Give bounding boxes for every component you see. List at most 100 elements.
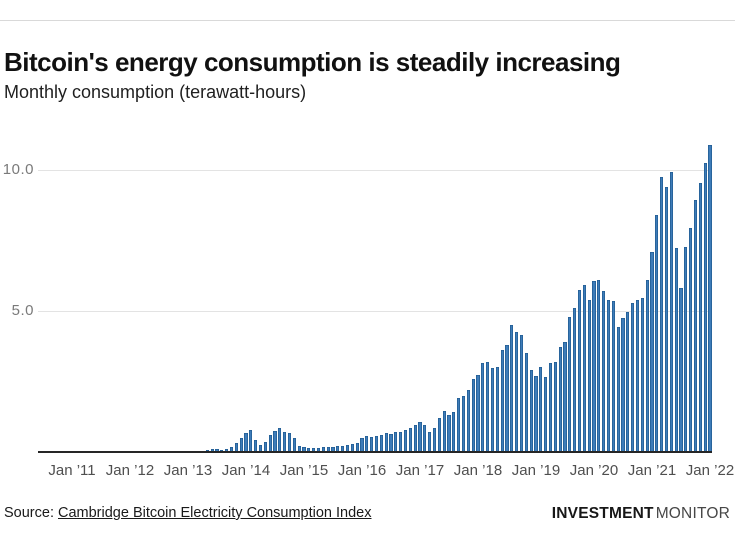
bar: [669, 171, 673, 452]
bar: [674, 248, 678, 452]
bar: [539, 366, 543, 452]
bar: [234, 443, 238, 452]
bar: [418, 421, 422, 452]
bar: [258, 444, 263, 452]
gridline-y-10: [38, 169, 712, 171]
bar: [331, 446, 335, 452]
bar: [640, 298, 644, 452]
bar: [466, 389, 470, 452]
bar: [573, 308, 577, 452]
bar: [389, 434, 393, 452]
bar: [287, 433, 292, 452]
bar: [481, 363, 485, 452]
bar: [316, 447, 321, 452]
bar: [268, 435, 272, 452]
bar: [490, 368, 495, 452]
bar: [534, 375, 538, 452]
bar: [645, 279, 649, 452]
bar: [664, 186, 669, 452]
bar: [500, 349, 504, 452]
bar: [582, 285, 586, 452]
bar: [447, 415, 451, 452]
investment-monitor-logo: INVESTMENT MONITOR: [552, 505, 730, 523]
bar: [476, 375, 480, 452]
bar: [341, 445, 345, 452]
bar: [437, 418, 441, 452]
bar: [215, 448, 219, 452]
bar: [374, 435, 379, 452]
bar: [708, 144, 712, 452]
bar: [703, 163, 707, 452]
bar: [544, 376, 548, 452]
logo-monitor: MONITOR: [655, 505, 730, 522]
bar: [384, 433, 388, 452]
bar: [379, 434, 383, 452]
bar: [254, 439, 258, 452]
bar: [442, 411, 446, 452]
bar: [510, 325, 514, 452]
bar: [244, 433, 248, 452]
bar: [698, 183, 702, 452]
source-prefix: Source:: [4, 505, 58, 521]
x-tick-label: Jan ’19: [511, 462, 561, 479]
bar: [471, 378, 475, 452]
bar: [693, 199, 698, 452]
bar: [273, 430, 277, 452]
bar: [355, 442, 359, 452]
bar: [229, 446, 234, 452]
bar: [326, 447, 330, 452]
bar: [602, 291, 606, 452]
bar: [336, 446, 340, 452]
source-line: Source: Cambridge Bitcoin Electricity Co…: [4, 505, 372, 521]
bar: [621, 318, 625, 452]
bar: [370, 437, 374, 452]
bar: [312, 448, 316, 452]
y-tick-label: 5.0: [11, 302, 34, 319]
bar: [321, 447, 325, 452]
x-tick-label: Jan ’12: [105, 462, 155, 479]
bar: [597, 279, 601, 452]
bar: [283, 431, 287, 452]
x-tick-label: Jan ’21: [627, 462, 677, 479]
bar: [568, 316, 572, 452]
bar: [413, 425, 417, 452]
bar: [486, 361, 490, 452]
bar: [592, 281, 596, 452]
x-tick-label: Jan ’20: [569, 462, 619, 479]
x-tick-label: Jan ’14: [221, 462, 271, 479]
bar: [616, 326, 620, 452]
bar: [660, 176, 664, 452]
source-link[interactable]: Cambridge Bitcoin Electricity Consumptio…: [58, 505, 372, 521]
bar: [635, 299, 640, 452]
bar: [210, 449, 214, 452]
bar: [529, 370, 533, 452]
bar: [394, 432, 398, 452]
bar: [365, 436, 369, 452]
x-tick-label: Jan ’17: [395, 462, 445, 479]
bar: [650, 251, 654, 452]
bar: [679, 288, 683, 452]
gridline-y-5: [38, 310, 712, 312]
bar: [408, 428, 412, 452]
bar: [631, 302, 635, 452]
bar: [307, 447, 311, 452]
bar: [423, 424, 427, 452]
x-tick-label: Jan ’18: [453, 462, 503, 479]
logo-investment: INVESTMENT: [551, 505, 654, 522]
bar: [519, 334, 524, 452]
bar: [563, 341, 567, 452]
bar: [553, 361, 557, 452]
x-axis-line: [38, 451, 712, 453]
bar: [524, 353, 528, 452]
bar: [684, 246, 688, 452]
bar: [515, 331, 519, 452]
bar: [611, 301, 615, 452]
x-tick-label: Jan ’11: [48, 462, 96, 479]
bar: [225, 449, 229, 452]
bar: [345, 444, 350, 452]
bar: [587, 300, 591, 452]
bar: [302, 447, 306, 452]
bar: [278, 428, 282, 452]
bar: [606, 299, 611, 452]
